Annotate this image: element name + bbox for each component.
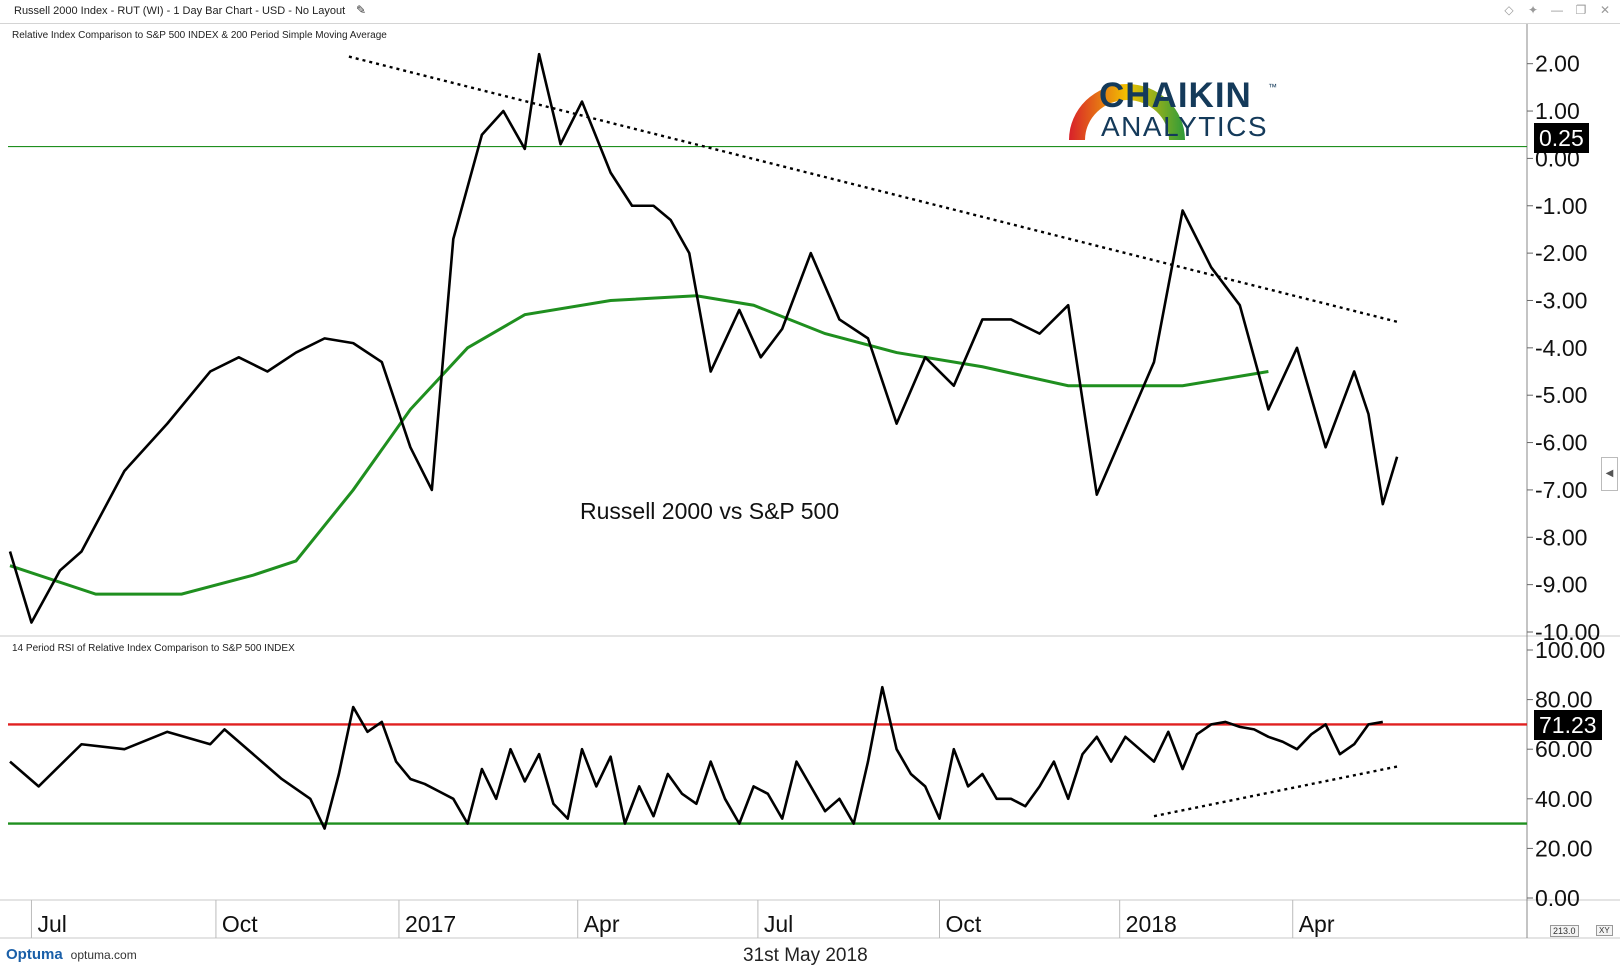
- x-tick-label: Jul: [764, 911, 793, 937]
- upper-y-tick-label: -1.00: [1535, 193, 1587, 219]
- optuma-logo: Optuma: [6, 946, 63, 963]
- rsi-y-tick-label: 60.00: [1535, 736, 1593, 762]
- chaikin-gauge-icon: [1069, 84, 1185, 140]
- rsi-rising-trendline: [1153, 765, 1398, 818]
- logo-trademark: ™: [1268, 82, 1277, 92]
- last-value-tag-rsi: 71.23: [1534, 710, 1602, 740]
- x-tick-label: Oct: [222, 911, 258, 937]
- collapse-panel-icon[interactable]: ◀: [1601, 457, 1618, 491]
- upper-y-tick-label: -6.00: [1535, 430, 1587, 456]
- rsi-y-tick-label: 100.00: [1535, 637, 1605, 663]
- upper-y-tick-label: -4.00: [1535, 335, 1587, 361]
- x-tick-label: Oct: [946, 911, 982, 937]
- footer-brand: Optuma optuma.com: [6, 946, 137, 963]
- restore-icon[interactable]: ❐: [1575, 3, 1587, 17]
- upper-y-tick-label: -2.00: [1535, 240, 1587, 266]
- upper-y-tick-label: -7.00: [1535, 477, 1587, 503]
- upper-y-tick-label: 1.00: [1535, 98, 1580, 124]
- x-tick-label: 2017: [405, 911, 456, 937]
- x-tick-label: Jul: [37, 911, 66, 937]
- last-value-tag-upper: 0.25: [1534, 123, 1589, 153]
- x-tick-label: Apr: [1299, 911, 1335, 937]
- lower-panel-title: 14 Period RSI of Relative Index Comparis…: [12, 643, 295, 654]
- rsi-line: [9, 685, 1384, 830]
- close-icon[interactable]: ✕: [1599, 3, 1611, 17]
- chart-header: Russell 2000 Index - RUT (WI) - 1 Day Ba…: [0, 0, 1620, 24]
- logo-name: CHAIKIN: [1099, 76, 1252, 115]
- upper-y-tick-label: -3.00: [1535, 287, 1587, 313]
- diamond-icon[interactable]: ◇: [1504, 3, 1514, 17]
- upper-y-tick-label: -10.00: [1535, 619, 1600, 645]
- rsi-y-tick-label: 40.00: [1535, 786, 1593, 812]
- optuma-url[interactable]: optuma.com: [70, 947, 137, 962]
- upper-y-tick-label: -9.00: [1535, 572, 1587, 598]
- logo-subtitle: ANALYTICS: [1101, 111, 1269, 142]
- upper-panel-title: Relative Index Comparison to S&P 500 IND…: [12, 30, 387, 41]
- footer-date: 31st May 2018: [743, 945, 868, 966]
- pencil-icon[interactable]: ✎: [356, 3, 367, 17]
- chart-title: Russell 2000 Index - RUT (WI) - 1 Day Ba…: [14, 5, 346, 17]
- rsi-y-tick-label: 20.00: [1535, 835, 1593, 861]
- x-tick-label: 2018: [1126, 911, 1177, 937]
- descending-trendline: [348, 55, 1398, 323]
- x-tick-label: Apr: [584, 911, 620, 937]
- xy-scale-button[interactable]: XY: [1596, 925, 1613, 936]
- rsi-y-tick-label: 80.00: [1535, 687, 1593, 713]
- rsi-y-tick-label: 0.00: [1535, 885, 1580, 911]
- relative-index-line: [8, 52, 1399, 624]
- upper-y-tick-label: 2.00: [1535, 51, 1580, 77]
- upper-y-tick-label: -5.00: [1535, 382, 1587, 408]
- pin-icon[interactable]: ✦: [1527, 3, 1539, 17]
- scale-readout: 213.0: [1550, 925, 1579, 937]
- series-annotation: Russell 2000 vs S&P 500: [580, 498, 840, 524]
- minimize-icon[interactable]: —: [1551, 3, 1563, 17]
- window-controls: ◇ ✦ — ❐ ✕: [1502, 3, 1612, 17]
- sma-200-line: [9, 294, 1269, 596]
- upper-y-tick-label: -8.00: [1535, 524, 1587, 550]
